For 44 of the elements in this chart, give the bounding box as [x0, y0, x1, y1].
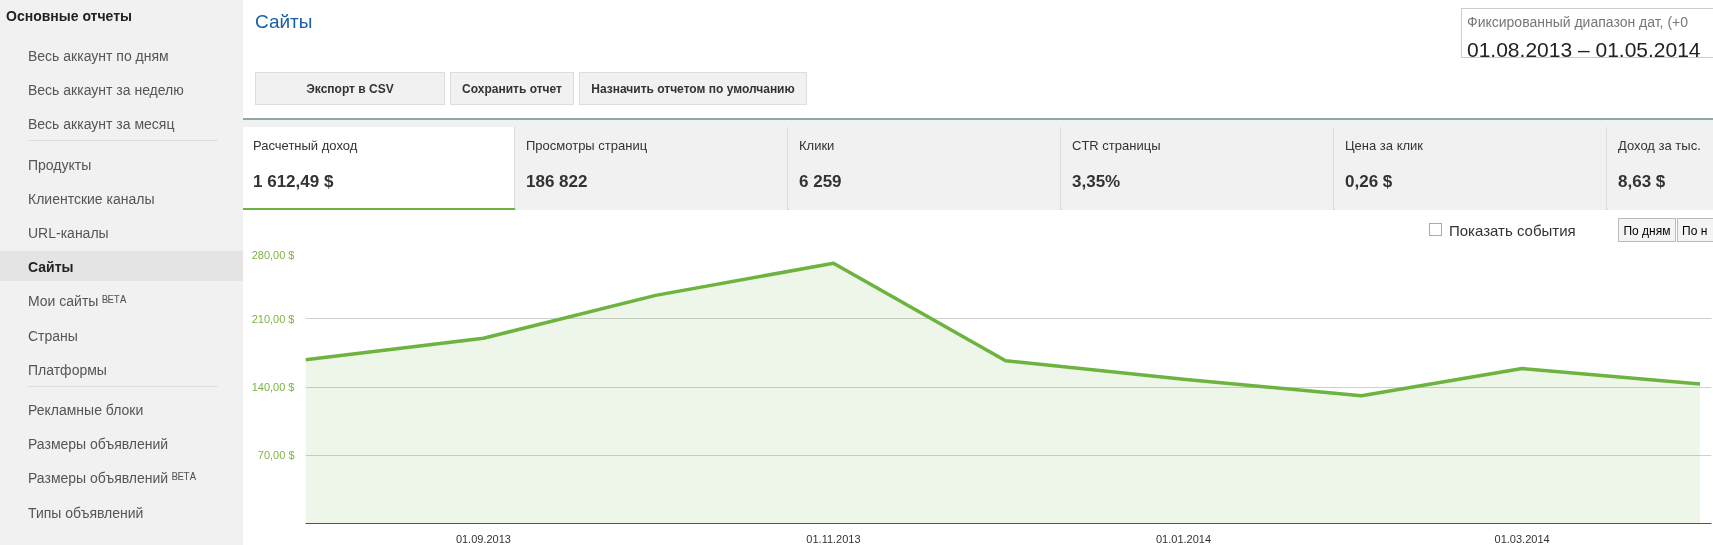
title: Основные отчеты: [6, 7, 132, 26]
text: Платформы: [28, 360, 107, 380]
y-tick-label: 140,00 $: [251, 381, 295, 393]
text: Экспорт в CSV: [255, 72, 445, 105]
text: CTR страницы: [1072, 137, 1161, 155]
x-tick-label: 01.01.2014: [1156, 532, 1212, 545]
text: Сохранить отчет: [450, 72, 574, 105]
text: 1 612,49 $: [253, 171, 334, 193]
y-tick-label: 70,00 $: [257, 449, 295, 462]
text: Просмотры страниц: [526, 137, 648, 155]
text: Цена за клик: [1345, 137, 1424, 155]
text: Сайты: [255, 10, 313, 34]
text: 01.08.2013 – 01.05.2014: [1466, 37, 1702, 59]
text: 6 259: [799, 171, 842, 193]
text: Размеры объявлений: [28, 435, 169, 455]
text: По н: [1677, 218, 1713, 242]
text: Размеры объявлений ᴮᴱᵀᴬ: [28, 469, 197, 489]
text: Весь аккаунт за неделю: [28, 81, 184, 101]
text: По дням: [1618, 218, 1676, 242]
text: URL-каналы: [28, 224, 109, 243]
y-tick-label: 210,00 $: [251, 312, 295, 325]
text: Показать события: [1449, 221, 1576, 241]
y-tick-label: 280,00 $: [251, 248, 295, 261]
text: 0,26 $: [1345, 171, 1393, 193]
text: Мои сайты ᴮᴱᵀᴬ: [28, 292, 127, 312]
x-tick-label: 01.09.2013: [455, 532, 511, 545]
text: Сайты: [28, 258, 74, 278]
text: 186 822: [526, 171, 588, 193]
text: Страны: [28, 326, 78, 346]
text: Расчетный доход: [253, 137, 358, 155]
text: 8,63 $: [1618, 171, 1666, 193]
text: Назначить отчетом по умолчанию: [579, 72, 807, 105]
text: 3,35%: [1072, 171, 1121, 193]
x-tick-label: 01.03.2014: [1494, 532, 1550, 545]
x-tick-label: 01.11.2013: [806, 532, 861, 545]
text: Типы объявлений: [28, 503, 144, 523]
text: Фиксированный диапазон дат, (+0: [1466, 13, 1689, 32]
text: Весь аккаунт по дням: [28, 47, 169, 66]
text: Клики: [799, 137, 835, 155]
text: Весь аккаунт за месяц: [28, 115, 175, 135]
text: Продукты: [28, 155, 92, 175]
text: Доход за тыс.: [1618, 137, 1701, 155]
text: Рекламные блоки: [28, 401, 144, 420]
text: Клиентские каналы: [28, 189, 155, 209]
